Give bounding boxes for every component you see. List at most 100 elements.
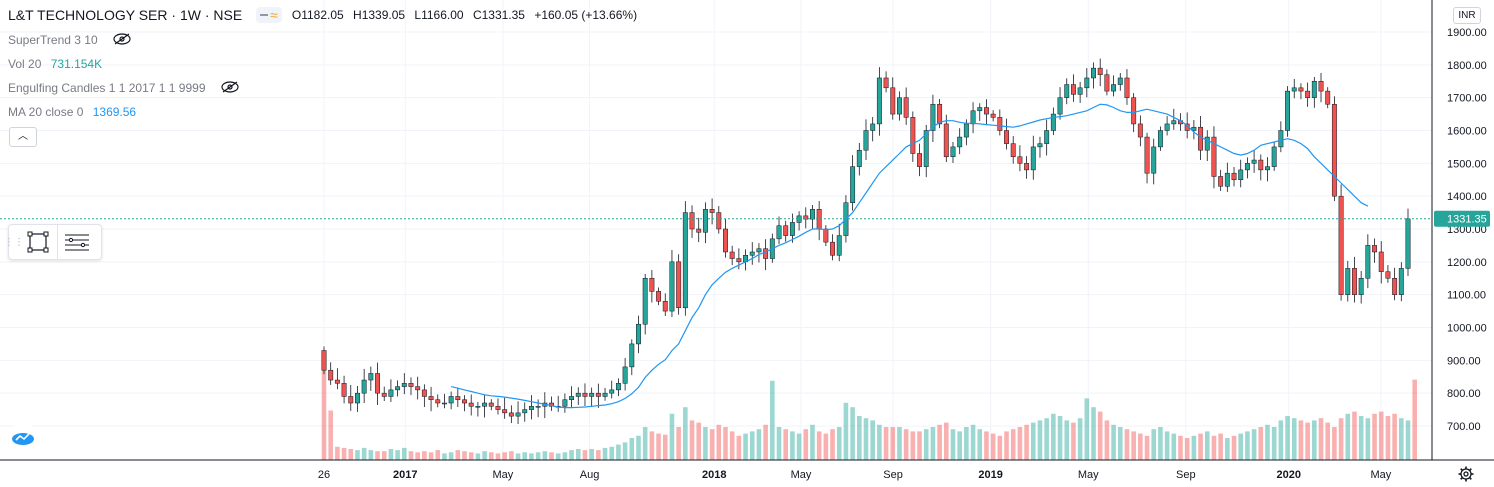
candle	[983, 99, 989, 126]
candle	[462, 395, 467, 412]
volume-bar	[1151, 429, 1157, 460]
candle	[1372, 238, 1377, 263]
volume-bar	[863, 418, 869, 460]
candle	[636, 315, 641, 354]
volume-bar	[1251, 429, 1257, 460]
volume-bar	[1291, 418, 1297, 460]
candle	[575, 387, 581, 405]
candle	[1352, 256, 1357, 303]
volume-bar	[488, 452, 494, 460]
candle	[990, 110, 996, 122]
volume-bar	[1144, 435, 1150, 460]
volume-bar	[669, 413, 675, 460]
volume-bar	[616, 444, 621, 460]
candle	[355, 385, 360, 412]
volume-bar	[602, 447, 608, 460]
candle	[1258, 154, 1264, 181]
volume-bar	[1265, 424, 1270, 460]
candle	[375, 362, 380, 405]
indicator-ma[interactable]: MA 20 close 0 1369.56	[8, 105, 136, 119]
symbol-title[interactable]: L&T TECHNOLOGY SER · 1W · NSE	[8, 7, 243, 23]
volume-bar	[1024, 424, 1029, 460]
volume-bar	[810, 424, 815, 460]
candle	[756, 243, 762, 263]
candle	[1378, 241, 1384, 284]
volume-bar	[555, 453, 561, 460]
volume-bar	[937, 424, 942, 460]
rectangle-tool-button[interactable]	[19, 225, 57, 259]
volume-bar	[917, 431, 922, 460]
last-price-label: 1331.35	[1434, 210, 1490, 227]
volume-bar	[355, 450, 360, 460]
volume-bar	[689, 420, 695, 460]
candle	[1044, 119, 1050, 156]
volume-bar	[957, 431, 962, 460]
candle	[415, 376, 421, 400]
volume-bar	[977, 429, 983, 460]
candle	[595, 383, 601, 408]
candle	[977, 103, 983, 121]
candle	[1238, 159, 1244, 188]
volume-bar	[857, 416, 862, 460]
tradingview-logo[interactable]	[8, 424, 38, 450]
candle	[1338, 184, 1344, 301]
indicator-engulfing[interactable]: Engulfing Candles 1 1 2017 1 1 9999	[8, 81, 239, 96]
candle	[763, 239, 769, 271]
volume-bar	[1017, 427, 1023, 460]
eye-off-icon[interactable]	[221, 81, 239, 96]
volume-bar	[930, 427, 936, 460]
volume-bar	[897, 427, 902, 460]
candle	[723, 218, 728, 258]
candle	[522, 402, 528, 422]
volume-bar	[328, 410, 333, 460]
volume-bar	[495, 453, 501, 460]
volume-bar	[348, 449, 354, 460]
volume-bar	[1071, 422, 1076, 460]
indicator-volume[interactable]: Vol 20 731.154K	[8, 57, 102, 71]
volume-bar	[1191, 435, 1197, 460]
volume-bar	[408, 451, 414, 460]
candle	[729, 245, 735, 266]
volume-bar	[1051, 413, 1056, 460]
indicator-supertrend[interactable]: SuperTrend 3 10	[8, 33, 131, 48]
y-tick-label: 700.00	[1447, 421, 1481, 433]
candle	[997, 109, 1003, 136]
y-tick-label: 1400.00	[1447, 191, 1487, 203]
volume-bar	[1064, 420, 1070, 460]
series-style-badge[interactable]: ≈	[256, 7, 282, 23]
currency-label[interactable]: INR	[1453, 7, 1481, 24]
candle	[1318, 73, 1324, 103]
x-tick-label: Sep	[1176, 469, 1196, 481]
candle	[1064, 78, 1070, 105]
volume-bar	[1084, 398, 1090, 460]
volume-bar	[743, 433, 748, 460]
candle	[1251, 150, 1257, 173]
collapse-legend-button[interactable]: ︿	[9, 127, 37, 147]
volume-bar	[910, 431, 916, 460]
volume-bar	[1225, 438, 1230, 460]
volume-bar	[462, 451, 467, 460]
drawing-toolbar[interactable]: ⋮⋮	[4, 224, 102, 260]
volume-bar	[883, 427, 889, 460]
candle	[321, 346, 327, 375]
candle	[455, 387, 461, 407]
candle	[435, 394, 441, 408]
candle	[689, 205, 695, 238]
candle	[368, 366, 374, 391]
eye-off-icon[interactable]	[113, 33, 131, 48]
volume-bar	[1030, 422, 1036, 460]
candle	[943, 114, 949, 163]
candle	[1077, 81, 1083, 103]
candle	[589, 387, 595, 407]
volume-bar	[455, 450, 461, 460]
candle	[709, 198, 715, 225]
drag-handle-icon[interactable]: ⋮⋮	[4, 236, 24, 248]
candle	[388, 379, 394, 403]
candle	[515, 401, 521, 425]
gear-icon[interactable]	[1458, 466, 1474, 482]
y-tick-label: 900.00	[1447, 355, 1481, 367]
settings-lines-button[interactable]	[58, 225, 96, 259]
x-tick-label: May	[492, 469, 513, 481]
low-value: L1166.00	[414, 8, 464, 22]
